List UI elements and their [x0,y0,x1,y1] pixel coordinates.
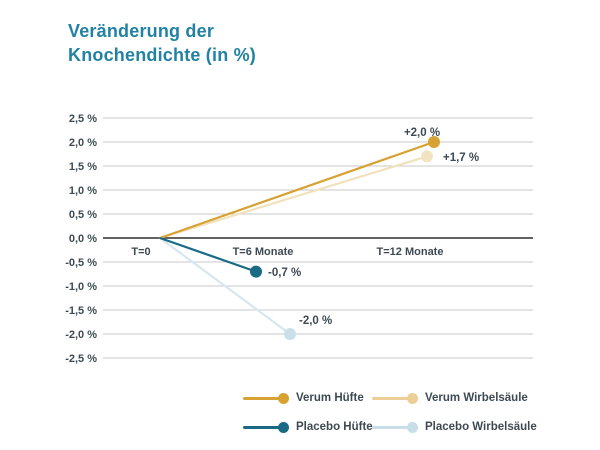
legend-label: Placebo Hüfte [296,421,373,433]
series-line-placebo-wirbelsaeule [159,237,291,335]
legend-dot [407,421,418,433]
legend-line [243,425,283,429]
y-tick-label: -1,0 % [65,281,97,293]
y-tick-label: 2,0 % [69,137,97,149]
y-tick-label: 0,0 % [69,233,97,245]
legend-line-dot-icon [372,421,418,433]
series-value-label-verum-wirbelsaeule: +1,7 % [443,152,479,164]
legend-line-dot-icon [243,421,289,433]
y-tick-label: -1,5 % [65,305,97,317]
legend-item-placebo-wirbelsaeule: Placebo Wirbelsäule [372,419,537,435]
y-tick-label: 0,5 % [69,209,97,221]
series-dot-verum-huefte [428,136,440,148]
legend-line [372,396,412,400]
series-line-placebo-huefte [159,236,257,273]
legend-dot [278,392,289,404]
x-tick-label: T=0 [131,246,150,258]
chart-title: Veränderung der Knochendichte (in %) [68,19,256,67]
series-dot-verum-wirbelsaeule [421,150,433,163]
series-dot-placebo-huefte [250,265,262,278]
legend-item-placebo-huefte: Placebo Hüfte [243,419,373,435]
legend-line-dot-icon [372,392,418,404]
y-tick-label: 1,5 % [69,161,97,173]
legend-label: Placebo Wirbelsäule [425,421,537,433]
x-tick-label: T=6 Monate [233,246,294,258]
series-line-verum-wirbelsaeule [159,155,428,240]
legend-label: Verum Wirbelsäule [425,392,528,404]
series-value-label-verum-huefte: +2,0 % [404,127,440,139]
y-tick-label: -0,5 % [65,257,97,269]
legend-line [243,396,283,400]
chart-title-line-2: Knochendichte (in %) [68,45,256,65]
series-dot-placebo-wirbelsaeule [284,328,296,340]
y-tick-label: 2,5 % [69,113,97,125]
legend-label: Verum Hüfte [296,392,364,404]
legend-dot [278,421,289,433]
chart-legend: Verum Hüfte Verum Wirbelsäule Placebo Hüft… [243,390,537,435]
legend-dot [407,392,418,404]
y-tick-label: 1,0 % [69,185,97,197]
legend-item-verum-wirbelsaeule: Verum Wirbelsäule [372,390,537,406]
legend-line-dot-icon [243,392,289,404]
series-line-verum-huefte [159,140,435,240]
y-tick-label: -2,0 % [65,329,97,341]
series-value-label-placebo-huefte: -0,7 % [268,267,301,279]
series-value-label-placebo-wirbelsaeule: -2,0 % [299,315,332,327]
x-tick-label: T=12 Monate [377,246,444,258]
legend-item-verum-huefte: Verum Hüfte [243,390,372,406]
y-tick-label: -2,5 % [65,353,97,365]
legend-line [372,425,412,429]
chart-title-line-1: Veränderung der [68,21,215,41]
